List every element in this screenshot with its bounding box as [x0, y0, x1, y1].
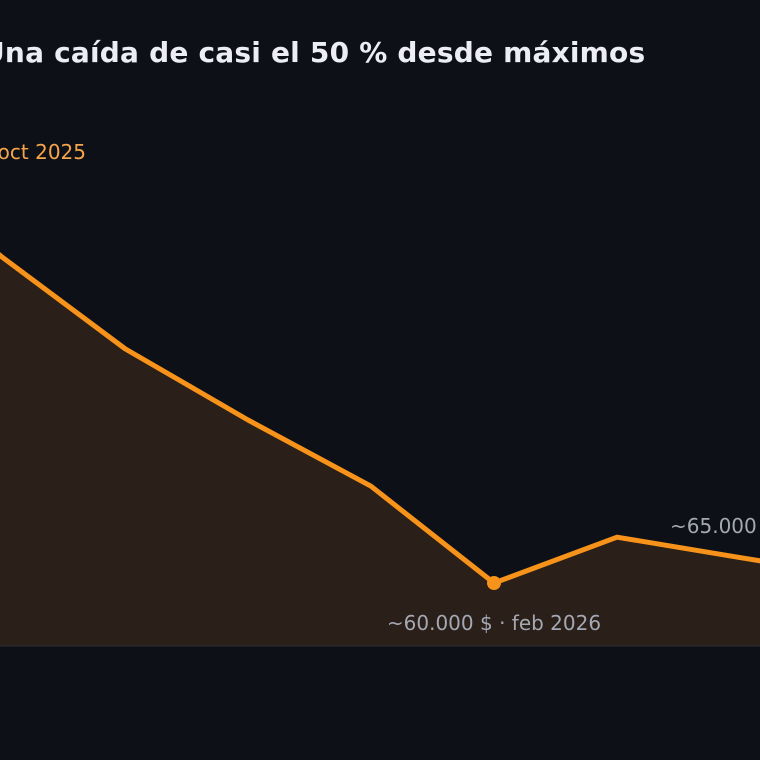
low-point-marker: [487, 576, 501, 590]
peak-annotation: ~126.000 $ · oct 2025: [0, 140, 86, 164]
chart-title: Una caída de casi el 50 % desde máximos: [0, 36, 646, 69]
series-line: [0, 252, 760, 586]
last-value-annotation: ~65.000 $: [670, 514, 760, 538]
low-annotation: ~60.000 $ · feb 2026: [387, 611, 601, 635]
area-fill: [0, 255, 760, 646]
